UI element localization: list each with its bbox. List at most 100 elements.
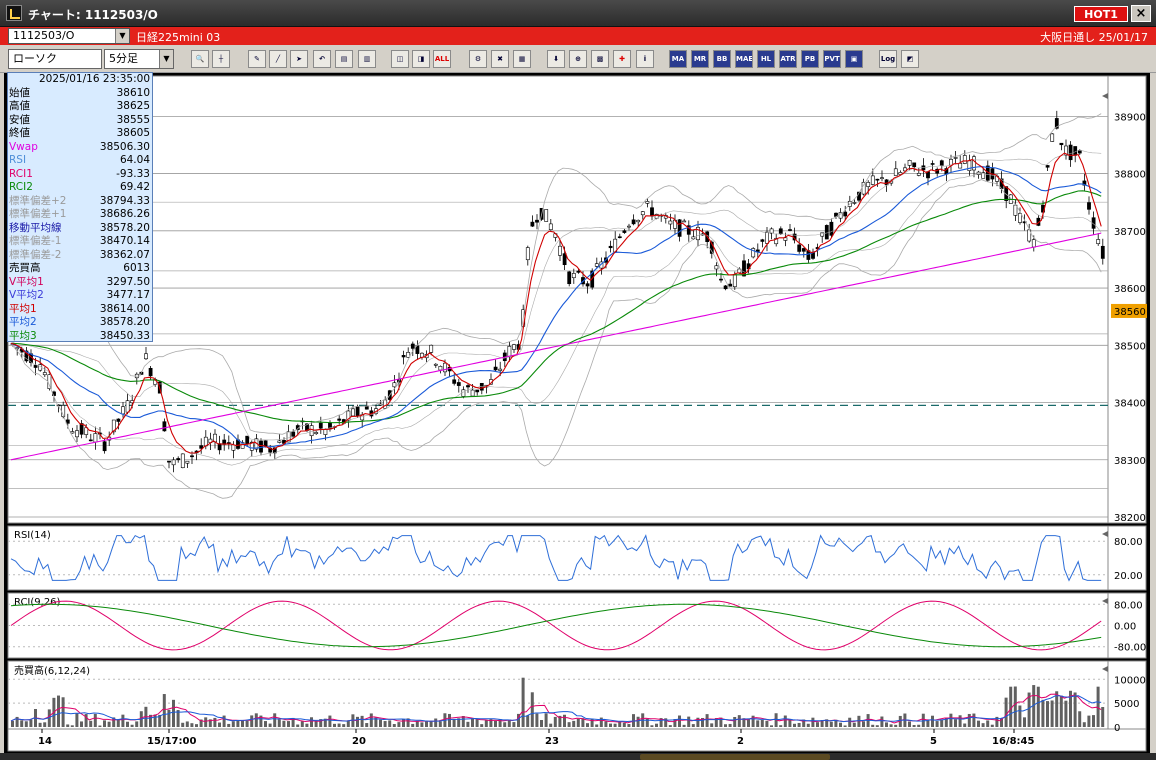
volume-bar — [650, 725, 654, 727]
info-row: 安値 38555 — [8, 114, 152, 128]
all-icon[interactable]: ALL — [433, 50, 451, 68]
volume-bar — [843, 725, 847, 727]
chart-type-select[interactable]: ローソク — [8, 49, 102, 69]
price-axis-label: 38600 — [1114, 284, 1146, 295]
volume-bar — [659, 718, 663, 727]
price-axis-label: 38300 — [1114, 456, 1146, 467]
grid-icon[interactable]: ▩ — [591, 50, 609, 68]
volume-bar — [908, 721, 911, 727]
cross-icon[interactable]: ✚ — [613, 50, 631, 68]
candle-body — [696, 226, 700, 241]
volume-bar — [259, 715, 263, 727]
candle-body — [843, 211, 848, 217]
hl-icon[interactable]: HL — [757, 50, 775, 68]
rci-axis-label: 80.00 — [1114, 600, 1143, 611]
volume-bar — [1069, 690, 1072, 727]
candle-body — [1087, 202, 1091, 210]
volume-bar — [1046, 701, 1049, 727]
volume-bar — [231, 721, 235, 727]
period-select[interactable]: 5分足 ▼ — [104, 49, 174, 69]
atr-icon[interactable]: ATR — [779, 50, 797, 68]
volume-bar — [323, 718, 327, 727]
symbol-select[interactable]: 1112503/O ▼ — [8, 28, 130, 44]
candle-body — [185, 460, 190, 464]
volume-bar — [517, 713, 520, 727]
pen-icon[interactable]: ✎ — [248, 50, 266, 68]
chevron-down-icon[interactable]: ▼ — [159, 50, 173, 68]
volume-bar — [576, 718, 580, 727]
volume-bar — [337, 723, 341, 727]
candle-body — [111, 419, 116, 433]
chart-canvas[interactable]: 38900 38800 38700 38600 38500 38400 38300 38200… — [4, 73, 1150, 753]
volume-bar — [691, 724, 695, 727]
candle-body — [594, 263, 599, 267]
zoom-icon[interactable]: 🔍 — [191, 50, 209, 68]
volume-bar — [218, 722, 221, 727]
info-value: 6013 — [123, 262, 150, 274]
candle-body — [875, 178, 880, 181]
volume-bar — [213, 717, 217, 727]
settings-icon[interactable]: ⚙ — [469, 50, 487, 68]
crosshair-icon[interactable]: ┼ — [212, 50, 230, 68]
split-icon[interactable]: ◩ — [901, 50, 919, 68]
wrench-icon[interactable]: ✖ — [491, 50, 509, 68]
volume-bar — [121, 714, 125, 727]
candle-body — [415, 345, 420, 354]
log-icon[interactable]: Log — [879, 50, 897, 68]
chevron-down-icon[interactable]: ▼ — [115, 29, 129, 43]
draw-line-icon[interactable]: ╱ — [269, 50, 287, 68]
volume-bar — [990, 724, 994, 727]
candle-body — [801, 248, 806, 252]
horizontal-scrollbar[interactable] — [640, 754, 830, 760]
volume-bar — [107, 721, 111, 727]
volume-bar — [250, 715, 254, 727]
info-row: RSI 64.04 — [8, 154, 152, 168]
trash-icon[interactable]: ▥ — [358, 50, 376, 68]
candle-body — [190, 455, 194, 458]
scroll-left-arrow-icon — [1102, 93, 1108, 99]
pb-icon[interactable]: PB — [801, 50, 819, 68]
volume-bar — [461, 715, 465, 727]
candle-body — [291, 431, 296, 437]
info-panel: 2025/01/16 23:35:00 始値 38610 高値 38625 安値 3855… — [7, 72, 153, 342]
volume-bar — [1032, 685, 1036, 727]
volume-bar — [825, 719, 829, 727]
candle-body — [686, 225, 691, 235]
candle-body — [576, 270, 581, 273]
bb-icon[interactable]: BB — [713, 50, 731, 68]
color-icon[interactable]: ▦ — [513, 50, 531, 68]
volume-bar — [277, 719, 281, 727]
bar-narrow-icon[interactable]: ◨ — [412, 50, 430, 68]
undo-icon[interactable]: ↶ — [313, 50, 331, 68]
box-icon[interactable]: ▣ — [845, 50, 863, 68]
mr-icon[interactable]: MR — [691, 50, 709, 68]
candle-body — [456, 382, 461, 386]
candle-body — [121, 406, 125, 415]
hot-button[interactable]: HOT1 — [1074, 6, 1128, 22]
info-value: 38625 — [116, 100, 150, 112]
close-button[interactable]: × — [1131, 5, 1151, 22]
candle-body — [778, 228, 783, 235]
volume-bar — [227, 723, 231, 727]
pointer-icon[interactable]: ➤ — [290, 50, 308, 68]
memo-icon[interactable]: ▤ — [335, 50, 353, 68]
magnify-icon[interactable]: ⊕ — [569, 50, 587, 68]
info-icon[interactable]: i — [636, 50, 654, 68]
volume-bar — [857, 715, 861, 727]
chart-area[interactable]: 38900 38800 38700 38600 38500 38400 38300 38200… — [4, 73, 1150, 753]
info-row: RCI2 69.42 — [8, 181, 152, 195]
mae-icon[interactable]: MAE — [735, 50, 753, 68]
download-icon[interactable]: ⬇ — [547, 50, 565, 68]
volume-bar — [254, 713, 258, 727]
ma-icon[interactable]: MA — [669, 50, 687, 68]
volume-bar — [921, 713, 925, 727]
info-row: 平均3 38450.33 — [8, 330, 152, 344]
candle-body — [1031, 239, 1036, 248]
pvt-icon[interactable]: PVT — [823, 50, 841, 68]
candle-body — [125, 400, 130, 413]
info-row: 移動平均線 38578.20 — [8, 222, 152, 236]
volume-bar — [1004, 697, 1008, 727]
volume-bar — [438, 721, 442, 727]
bar-wide-icon[interactable]: ◫ — [391, 50, 409, 68]
volume-bar — [199, 719, 203, 727]
